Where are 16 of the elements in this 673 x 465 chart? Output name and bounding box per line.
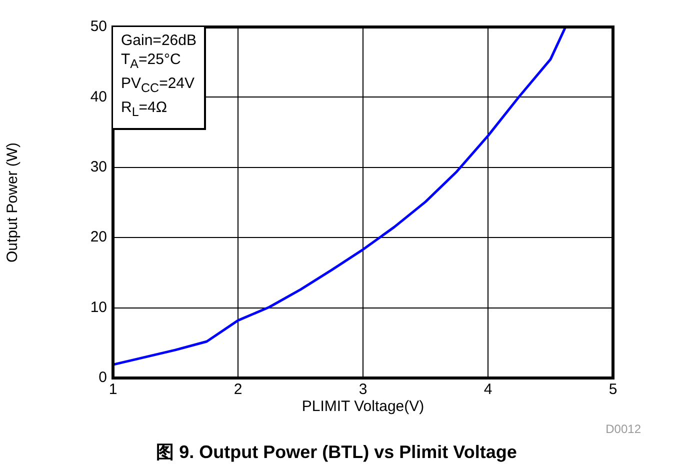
x-tick-label: 1 [108,381,118,398]
y-tick-label: 30 [90,158,107,176]
x-axis-title: PLIMIT Voltage(V) [302,398,424,416]
text: Gain=26dB T$_{A}$=25°C PV$_{CC}$=24V R$_{L}$=4Ω [121,32,196,119]
y-tick-label: 40 [90,88,107,106]
y-axis-title: Output Power (W) [4,142,22,263]
x-tick-label: 2 [234,381,242,398]
text: D0012 [606,422,641,436]
x-tick-label: 5 [608,381,618,398]
x-tick-label: 3 [358,381,368,398]
y-tick-label: 50 [90,18,107,36]
text: 图 9. Output Power (BTL) vs Plimit Voltage [155,441,518,464]
x-tick-label: 4 [484,381,492,398]
y-tick-label: 10 [90,298,107,316]
y-tick-label: 20 [90,228,107,246]
y-tick-label: 0 [98,369,107,386]
